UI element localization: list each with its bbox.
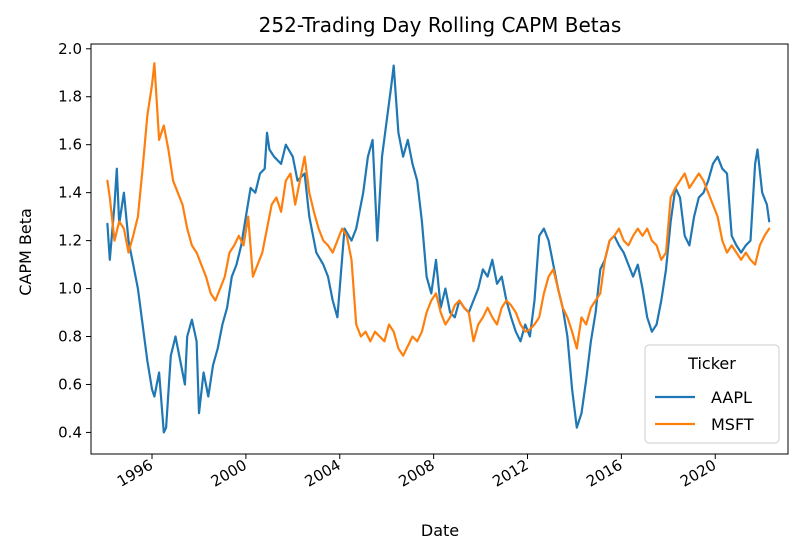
legend-label-msft: MSFT [711, 415, 754, 434]
y-tick-label: 1.8 [58, 88, 82, 106]
legend-title: Ticker [687, 354, 736, 373]
y-tick-label: 1.2 [58, 232, 82, 250]
y-tick-label: 1.4 [58, 184, 82, 202]
legend: Ticker AAPL MSFT [644, 344, 780, 444]
series-line-msft [106, 62, 771, 357]
series-layer [106, 62, 771, 434]
y-axis-label: CAPM Beta [16, 208, 35, 296]
y-tick-label: 0.4 [58, 423, 82, 441]
x-axis-label: Date [421, 521, 459, 540]
plot-frame [90, 43, 789, 455]
y-tick-label: 1.6 [58, 136, 82, 154]
legend-frame [644, 344, 780, 444]
y-tick-label: 2.0 [58, 40, 82, 58]
legend-label-aapl: AAPL [711, 388, 752, 407]
series-line-aapl [106, 64, 771, 434]
y-tick-label: 0.6 [58, 375, 82, 393]
y-tick-label: 1.0 [58, 280, 82, 298]
chart-title: 252-Trading Day Rolling CAPM Betas [259, 13, 622, 37]
y-tick-label: 0.8 [58, 328, 82, 346]
